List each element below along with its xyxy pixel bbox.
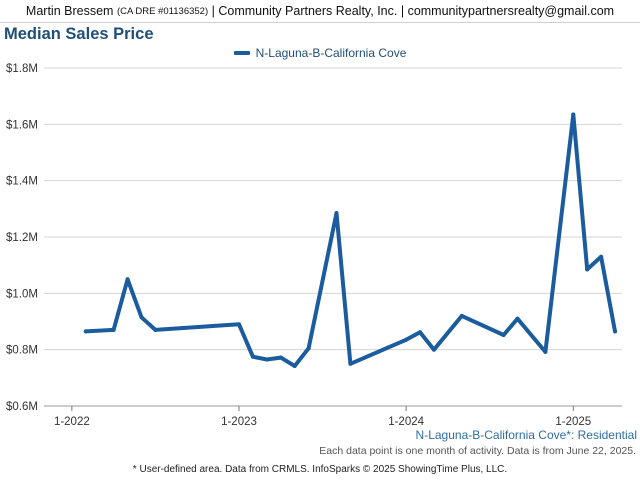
y-tick-label: $1.2M bbox=[6, 232, 38, 244]
x-tick-label: 1-2025 bbox=[555, 416, 591, 428]
y-tick-label: $0.6M bbox=[6, 401, 38, 413]
data-point bbox=[250, 354, 255, 359]
data-point bbox=[306, 346, 311, 351]
data-point bbox=[459, 313, 464, 318]
y-tick-label: $1.6M bbox=[6, 119, 38, 131]
chart-series bbox=[83, 112, 618, 369]
data-point bbox=[599, 254, 604, 259]
data-point bbox=[613, 329, 618, 334]
data-point bbox=[111, 327, 116, 332]
y-tick-label: $0.8M bbox=[6, 345, 38, 357]
data-credit: * User-defined area. Data from CRMLS. In… bbox=[132, 464, 508, 475]
x-tick-label: 1-2022 bbox=[54, 416, 90, 428]
area-label: N-Laguna-B-California Cove*: Residential bbox=[415, 428, 637, 442]
company-name: Community Partners Realty, Inc. bbox=[218, 4, 398, 18]
data-point bbox=[585, 267, 590, 272]
data-point bbox=[501, 333, 506, 338]
chart-title: Median Sales Price bbox=[4, 25, 154, 43]
data-point bbox=[334, 211, 339, 216]
data-point bbox=[125, 277, 130, 282]
data-point bbox=[543, 349, 548, 354]
y-axis-ticks: $0.6M $0.8M $1.0M $1.2M $1.4M $1.6M $1.8M bbox=[6, 63, 38, 413]
data-point bbox=[278, 355, 283, 360]
data-point bbox=[348, 361, 353, 366]
data-note: Each data point is one month of activity… bbox=[319, 445, 636, 457]
data-point bbox=[292, 364, 297, 369]
data-point bbox=[404, 337, 409, 342]
series-line bbox=[83, 112, 617, 368]
data-point bbox=[418, 330, 423, 335]
y-tick-label: $1.0M bbox=[6, 288, 38, 300]
chart-legend[interactable]: N-Laguna-B-California Cove bbox=[0, 46, 640, 60]
header-separator-2: | bbox=[400, 4, 405, 18]
agent-email[interactable]: communitypartnersrealty@gmail.com bbox=[407, 4, 615, 18]
y-tick-label: $1.8M bbox=[6, 63, 38, 75]
data-point bbox=[83, 329, 88, 334]
x-axis-ticks: 1-2022 1-2023 1-2024 1-2025 bbox=[54, 406, 591, 428]
data-point bbox=[571, 112, 576, 117]
data-point bbox=[153, 327, 158, 332]
x-tick-label: 1-2023 bbox=[221, 416, 257, 428]
y-tick-label: $1.4M bbox=[6, 176, 38, 188]
agent-license: (CA DRE #01136352) bbox=[116, 5, 209, 17]
data-point bbox=[139, 315, 144, 320]
header-separator-1: | bbox=[211, 4, 215, 18]
data-point bbox=[264, 357, 269, 362]
x-tick-label: 1-2024 bbox=[388, 416, 424, 428]
data-point bbox=[515, 316, 520, 321]
data-point bbox=[431, 347, 436, 352]
data-point bbox=[236, 322, 241, 327]
agent-header-bar: Martin Bressem (CA DRE #01136352) | Comm… bbox=[0, 0, 640, 23]
agent-name: Martin Bressem bbox=[25, 4, 114, 18]
legend-label: N-Laguna-B-California Cove bbox=[255, 46, 407, 60]
legend-swatch bbox=[233, 51, 250, 55]
